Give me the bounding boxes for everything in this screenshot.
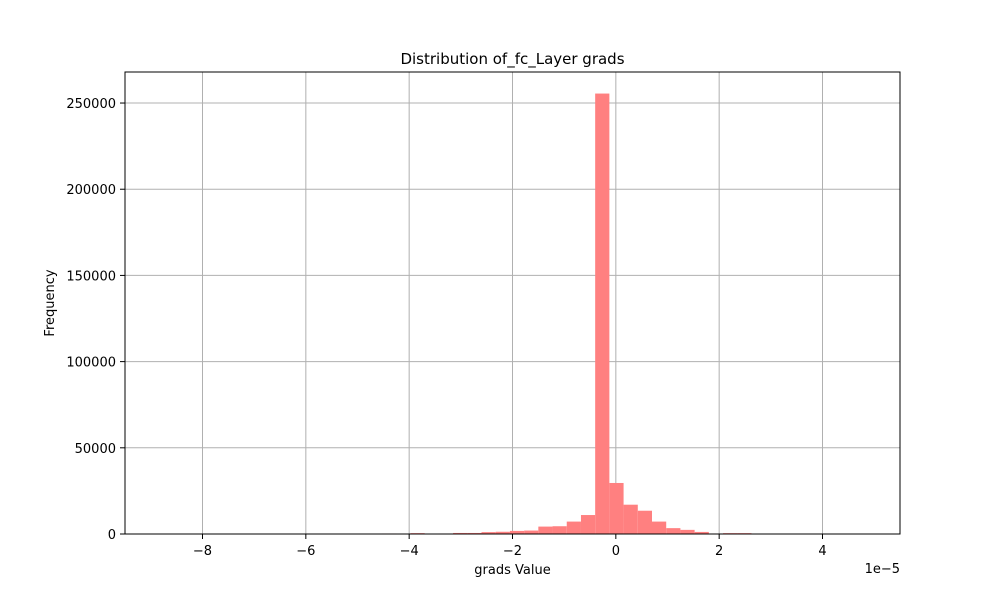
chart-title: Distribution of_fc_Layer grads [400, 50, 624, 69]
x-tick-label: 2 [715, 544, 723, 559]
histogram-bar [652, 521, 667, 534]
histogram-bar [623, 504, 638, 534]
histogram-bar [495, 531, 510, 534]
histogram-bars [367, 93, 851, 534]
histogram-bar [694, 531, 709, 534]
y-tick-label: 100000 [66, 356, 116, 371]
y-tick-label: 250000 [66, 97, 116, 112]
y-tick-label: 150000 [66, 269, 116, 284]
histogram-bar [595, 93, 610, 534]
histogram-bar [481, 532, 496, 534]
grid-lines [125, 72, 900, 535]
histogram-bar [566, 521, 581, 534]
x-axis-label: grads Value [474, 563, 550, 578]
x-tick-label: −6 [296, 544, 315, 559]
histogram-bar [580, 515, 596, 534]
histogram-bar [509, 530, 525, 534]
x-tick-label: −4 [400, 544, 419, 559]
x-tick-label: 4 [818, 544, 826, 559]
y-tick-label: 200000 [66, 183, 116, 198]
histogram-bar [609, 482, 624, 534]
histogram-bar [453, 532, 468, 534]
y-axis-label: Frequency [43, 269, 58, 336]
histogram-bar [666, 528, 681, 534]
histogram-bar [467, 532, 482, 534]
x-tick-label: −8 [193, 544, 212, 559]
y-tick-label: 50000 [75, 442, 116, 457]
x-tick-label: −2 [503, 544, 522, 559]
histogram-bar [524, 530, 539, 534]
x-tick-label: 0 [612, 544, 620, 559]
x-axis-offset-label: 1e−5 [865, 562, 900, 577]
histogram-bar [538, 526, 553, 534]
axis-ticks: −8 −6 −4 −2 0 2 4 0 50000 100000 150000 200000 25000… [66, 97, 826, 559]
y-tick-label: 0 [108, 528, 116, 543]
histogram-bar [637, 510, 652, 534]
histogram-bar [680, 529, 695, 534]
histogram-bar [552, 526, 567, 534]
